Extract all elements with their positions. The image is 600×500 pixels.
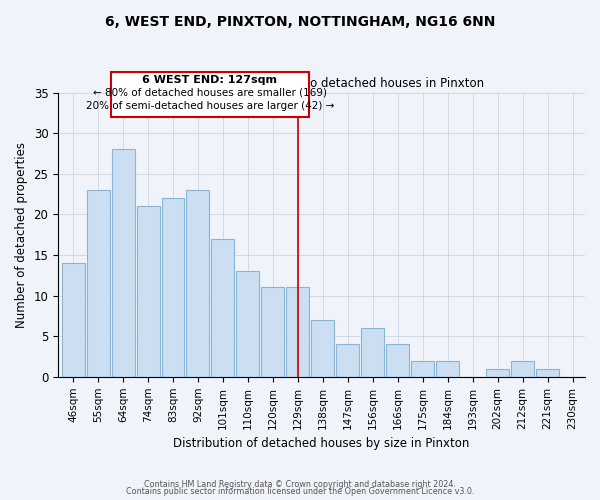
Y-axis label: Number of detached properties: Number of detached properties [15,142,28,328]
Bar [411,360,434,377]
Bar [436,360,459,377]
Bar [286,288,310,377]
Bar [511,360,534,377]
Bar [187,190,209,377]
Bar [262,288,284,377]
X-axis label: Distribution of detached houses by size in Pinxton: Distribution of detached houses by size … [173,437,470,450]
Bar [337,344,359,377]
Text: 6, WEST END, PINXTON, NOTTINGHAM, NG16 6NN: 6, WEST END, PINXTON, NOTTINGHAM, NG16 6… [105,15,495,29]
Bar [211,238,235,377]
Bar [311,320,334,377]
Text: 20% of semi-detached houses are larger (42) →: 20% of semi-detached houses are larger (… [86,102,334,112]
Bar [137,206,160,377]
Bar [536,368,559,377]
Bar [361,328,384,377]
Text: Contains public sector information licensed under the Open Government Licence v3: Contains public sector information licen… [126,487,474,496]
Text: ← 80% of detached houses are smaller (169): ← 80% of detached houses are smaller (16… [93,88,327,98]
Text: 6 WEST END: 127sqm: 6 WEST END: 127sqm [142,74,277,85]
Bar [386,344,409,377]
Bar [236,271,259,377]
Bar [161,198,184,377]
Bar [486,368,509,377]
Bar [62,263,85,377]
Bar [112,150,134,377]
Title: Size of property relative to detached houses in Pinxton: Size of property relative to detached ho… [159,77,484,90]
Text: Contains HM Land Registry data © Crown copyright and database right 2024.: Contains HM Land Registry data © Crown c… [144,480,456,489]
Bar [86,190,110,377]
FancyBboxPatch shape [110,72,309,117]
